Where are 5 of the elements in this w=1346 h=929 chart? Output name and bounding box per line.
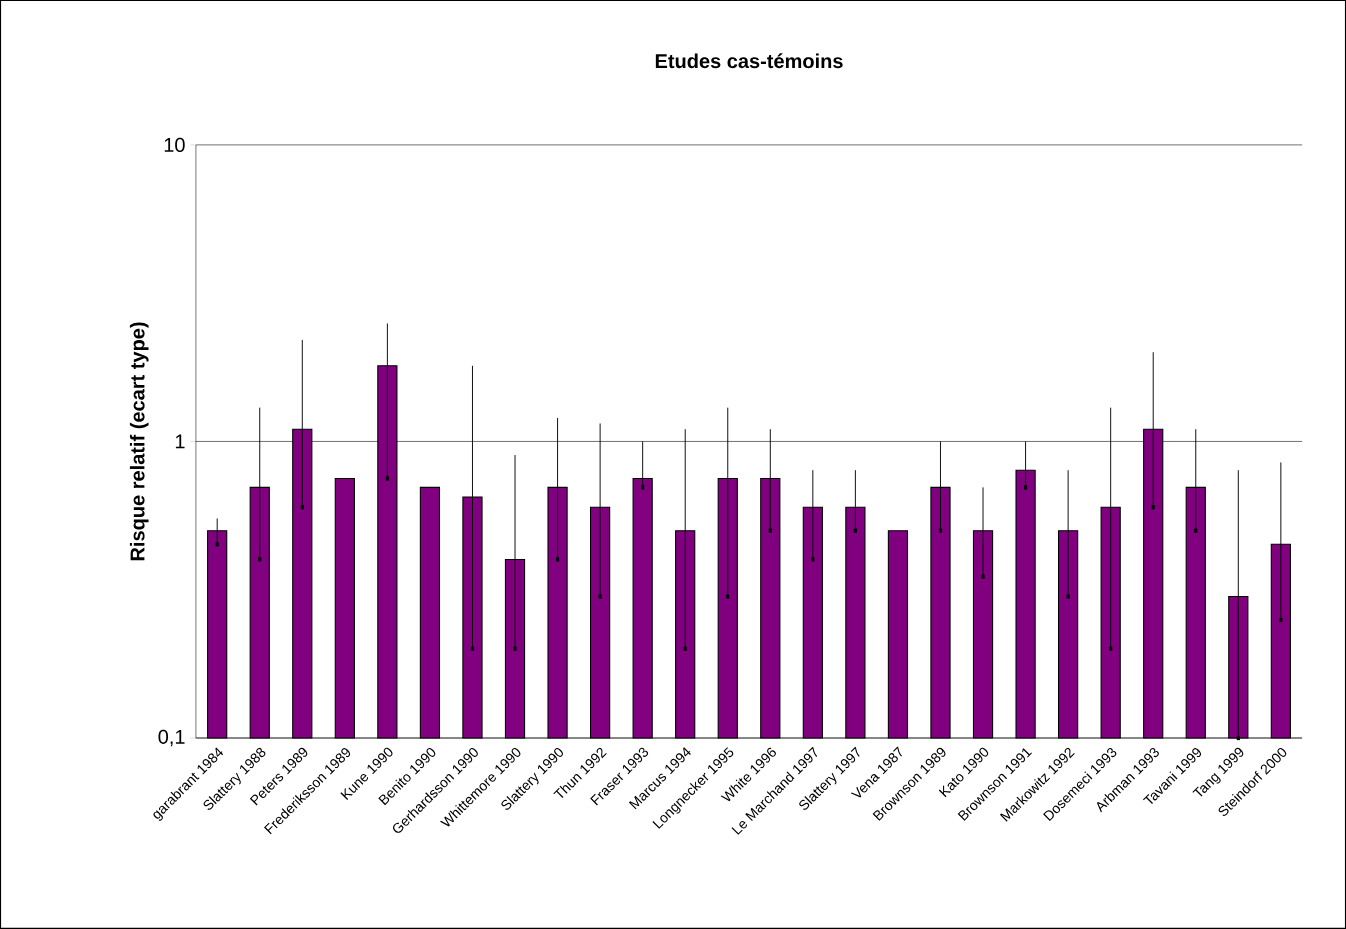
y-tick-label: 1: [175, 434, 185, 449]
chart-title: Etudes cas-témoins: [655, 53, 843, 69]
y-tick-label: 0,1: [158, 729, 185, 747]
y-axis-title: Risque relatif (ecart type): [129, 322, 149, 561]
y-tick-label: 10: [164, 137, 185, 153]
